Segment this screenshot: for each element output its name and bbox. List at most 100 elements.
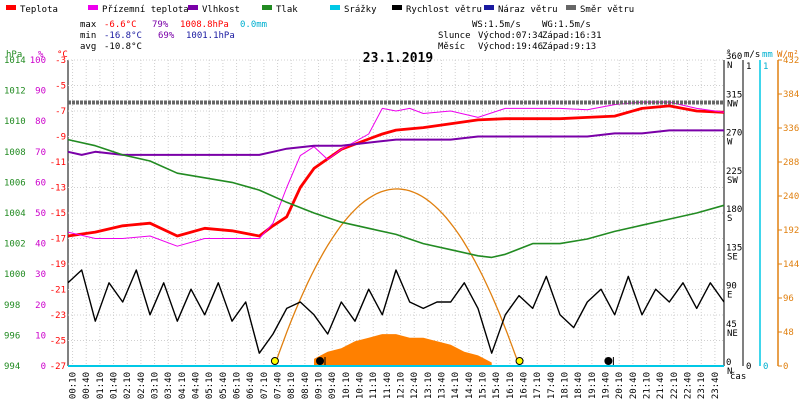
celsius-tick: -5 (55, 82, 66, 92)
hpa-tick: 996 (4, 331, 20, 341)
time-tick: 15:40 (492, 372, 502, 399)
stat-min-label: min (80, 31, 96, 41)
direction-name-tick: N (727, 61, 732, 71)
legend-label: Rychlost větru (406, 5, 482, 15)
celsius-tick: -19 (50, 260, 66, 270)
percent-tick: 0 (41, 362, 46, 372)
hpa-tick: 1012 (4, 87, 26, 97)
direction-name-tick: W (727, 138, 733, 148)
hpa-tick: 998 (4, 301, 20, 311)
time-tick: 21:10 (643, 372, 653, 399)
time-tick: 17:40 (547, 372, 557, 399)
solar-clear-sky-curve (274, 188, 521, 367)
time-tick: 07:10 (260, 372, 270, 399)
time-tick: 05:40 (219, 372, 229, 399)
radiation-tick: 240 (783, 192, 799, 202)
time-tick: 13:10 (424, 372, 434, 399)
time-tick: 23:10 (697, 372, 707, 399)
time-tick: 20:10 (615, 372, 625, 399)
percent-tick: 20 (35, 301, 46, 311)
series-line (67, 269, 725, 354)
time-tick: 09:10 (315, 372, 325, 399)
time-tick: 10:40 (356, 372, 366, 399)
stat-min-press: 1001.1hPa (186, 31, 235, 41)
unit-time: čas (730, 371, 746, 382)
moonset-marker (316, 357, 325, 365)
radiation-tick: 0 (783, 362, 788, 372)
sunset-marker (515, 357, 524, 365)
time-tick: 16:10 (506, 372, 516, 399)
direction-name-tick: S (727, 214, 732, 224)
time-tick: 01:40 (110, 372, 120, 399)
ms-tick: 0 (746, 362, 751, 372)
legend-swatch (392, 5, 402, 10)
axis-ticks: 9949969981000100210041006100810101012101… (4, 52, 799, 399)
series-line (67, 129, 724, 156)
direction-name-tick: NW (727, 99, 738, 109)
legend-swatch (262, 5, 272, 10)
stat-max-label: max (80, 20, 97, 30)
stat-max-hum: 79% (152, 20, 169, 30)
legend-swatch (484, 5, 494, 10)
percent-tick: 100 (30, 56, 46, 66)
celsius-tick: -11 (50, 158, 66, 168)
time-tick: 14:10 (451, 372, 461, 399)
percent-tick: 80 (35, 117, 46, 127)
radiation-tick: 336 (783, 124, 799, 134)
legend-swatch (188, 5, 198, 10)
celsius-tick: -17 (50, 235, 66, 245)
percent-tick: 50 (35, 209, 46, 219)
hpa-tick: 1006 (4, 178, 26, 188)
hpa-tick: 1004 (4, 209, 26, 219)
direction-name-tick: SE (727, 252, 738, 262)
celsius-tick: -9 (55, 133, 66, 143)
celsius-tick: -7 (55, 107, 66, 117)
sun-label: Slunce (438, 31, 471, 41)
legend-swatch (330, 5, 340, 10)
series-line (67, 138, 725, 259)
legend-swatch (6, 5, 16, 10)
hpa-tick: 1002 (4, 240, 26, 250)
unit-hpa: hPa (6, 50, 22, 60)
wind-speed-info: WS:1.5m/s (472, 20, 521, 30)
direction-degree-tick: 180 (726, 205, 742, 215)
percent-tick: 30 (35, 270, 46, 280)
direction-name-tick: NE (727, 329, 738, 339)
time-tick: 00:40 (82, 372, 92, 399)
time-tick: 18:10 (561, 372, 571, 399)
celsius-tick: -27 (50, 362, 66, 372)
direction-degree-tick: 0 (726, 358, 731, 368)
celsius-tick: -23 (50, 311, 66, 321)
time-tick: 01:10 (96, 372, 106, 399)
time-tick: 11:10 (369, 372, 379, 399)
hpa-tick: 1000 (4, 270, 26, 280)
stat-min-temp: -16.8°C (104, 31, 142, 41)
celsius-tick: -15 (50, 209, 66, 219)
percent-tick: 60 (35, 178, 46, 188)
radiation-tick: 192 (783, 226, 799, 236)
moon-label: Měsíc (438, 42, 465, 52)
unit-labels: hPa % °C ° m/s mm W/m² čas (6, 49, 799, 382)
celsius-tick: -25 (50, 337, 66, 347)
time-tick: 02:40 (137, 372, 147, 399)
sunrise-marker (270, 357, 279, 365)
direction-degree-tick: 135 (726, 243, 742, 253)
unit-mm: mm (762, 50, 773, 60)
unit-percent: % (38, 50, 44, 60)
time-tick: 06:10 (233, 372, 243, 399)
percent-tick: 70 (35, 148, 46, 158)
stats-block: max -6.6°C 79% 1008.8hPa 0.0mm min -16.8… (80, 20, 267, 52)
mm-tick: 0 (763, 362, 768, 372)
direction-degree-tick: 270 (726, 129, 742, 139)
radiation-tick: 144 (783, 260, 799, 270)
stat-avg-temp: -10.8°C (104, 42, 142, 52)
time-tick: 06:40 (246, 372, 256, 399)
time-tick: 02:10 (123, 372, 133, 399)
time-tick: 10:10 (342, 372, 352, 399)
unit-celsius: °C (57, 50, 68, 60)
wind-gust-info: WG:1.5m/s (542, 20, 591, 30)
unit-wm2: W/m² (777, 50, 799, 60)
stat-min-hum: 69% (158, 31, 175, 41)
